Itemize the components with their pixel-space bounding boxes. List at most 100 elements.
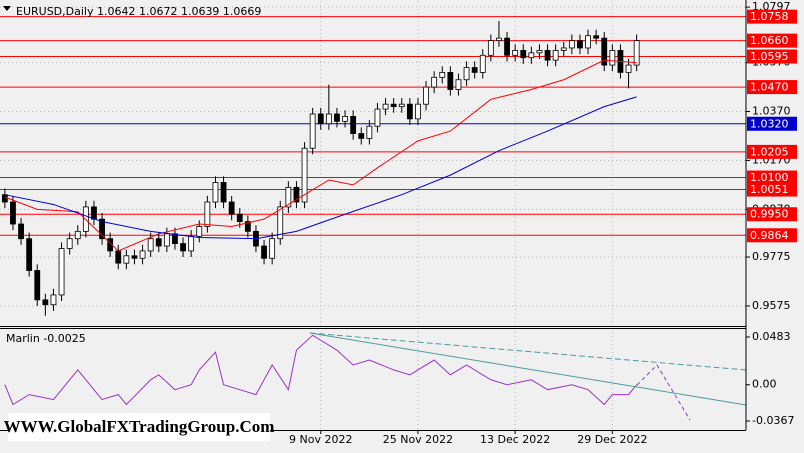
candle-body	[163, 233, 170, 247]
level-label: 1.0051	[750, 183, 789, 196]
candle-body	[601, 37, 608, 66]
level-label: 1.0100	[750, 171, 789, 184]
y-tick-label: -0.0367	[752, 414, 794, 427]
candle-body	[66, 238, 73, 249]
candle-body	[212, 182, 219, 203]
candle-body	[99, 218, 105, 240]
candle-body	[1, 194, 8, 203]
level-label: 1.0595	[750, 50, 789, 63]
candle-body	[123, 255, 130, 264]
x-tick-label: 9 Nov 2022	[289, 433, 352, 446]
candle-body	[244, 221, 251, 232]
candle-body	[536, 49, 543, 54]
candle-body	[42, 299, 49, 306]
candle-body	[50, 294, 57, 306]
candle-body	[585, 35, 591, 49]
candle-body	[358, 133, 365, 139]
candle-body	[609, 49, 616, 66]
level-label-box	[747, 116, 797, 131]
candle-body	[496, 37, 502, 42]
candle-body	[471, 67, 478, 73]
candle-body	[309, 113, 316, 149]
level-label-box	[747, 228, 797, 243]
candle-body	[188, 235, 195, 252]
watermark: WWW.GlobalFXTradingGroup.Com	[4, 417, 275, 436]
indicator-title: Marlin -0.0025	[6, 332, 86, 345]
candle-body	[431, 76, 438, 88]
candle-body	[423, 86, 429, 105]
candle-body	[155, 238, 162, 247]
level-label: 1.0320	[750, 117, 789, 130]
candle-body	[350, 116, 357, 134]
candle-body	[382, 103, 389, 110]
level-label-box	[747, 33, 797, 48]
candle-body	[520, 49, 527, 59]
candle-body	[277, 206, 284, 240]
level-label-box	[747, 170, 797, 185]
candle-body	[204, 201, 211, 227]
candle-body	[220, 182, 227, 203]
candle-body	[439, 72, 446, 78]
level-label: 0.9864	[750, 229, 789, 242]
candle-body	[455, 79, 462, 90]
candle-body	[487, 40, 494, 56]
candle-body	[577, 40, 583, 49]
watermark-box	[8, 413, 270, 441]
candle-body	[301, 147, 308, 203]
candle-body	[479, 54, 486, 73]
candle-body	[504, 37, 510, 56]
candle-body	[196, 226, 203, 237]
level-label: 0.9950	[750, 208, 789, 221]
marks	[1, 21, 640, 406]
candle-body	[147, 238, 154, 252]
candle-body	[139, 250, 146, 259]
y-tick-label: 0.00	[752, 378, 777, 391]
candle-body	[374, 108, 381, 127]
trend-line	[309, 332, 747, 406]
candle-body	[544, 49, 551, 61]
forecast-line	[636, 364, 691, 421]
level-label-box	[747, 207, 797, 222]
level-label: 1.0660	[750, 34, 789, 47]
candle-body	[593, 35, 600, 39]
candle-body	[633, 40, 640, 66]
moving-average	[4, 96, 637, 240]
candle-body	[228, 201, 235, 215]
candle-body	[528, 52, 535, 59]
candle-body	[91, 206, 97, 220]
candle-body	[293, 186, 300, 203]
candle-body	[285, 186, 292, 208]
candle-body	[342, 116, 348, 122]
candle-body	[552, 49, 559, 61]
candle-body	[447, 72, 454, 90]
candle-body	[261, 245, 267, 259]
candle-body	[131, 255, 138, 259]
level-label: 1.0470	[750, 81, 789, 94]
candle-body	[560, 47, 567, 51]
level-label-box	[747, 182, 797, 197]
chart-title: EURUSD,Daily 1.0642 1.0672 1.0639 1.0669	[16, 5, 261, 18]
level-label: 1.0758	[750, 10, 789, 23]
candle-body	[74, 230, 81, 240]
y-tick-label: 0.9575	[752, 299, 791, 312]
candle-body	[180, 243, 186, 252]
level-label-box	[747, 9, 797, 24]
candle-body	[325, 113, 332, 125]
candle-body	[512, 49, 519, 56]
candle-body	[236, 213, 243, 222]
candle-body	[568, 40, 575, 49]
candle-body	[406, 103, 413, 120]
indicator-line	[4, 334, 638, 406]
candle-body	[34, 270, 41, 301]
candle-body	[390, 103, 397, 108]
candle-body	[625, 64, 632, 73]
trend-line-dashed	[309, 332, 747, 371]
candle-body	[172, 233, 178, 244]
candle-body	[269, 238, 276, 259]
menu-triangle	[3, 6, 11, 11]
candle-body	[463, 67, 470, 81]
level-label: 1.0205	[750, 145, 789, 158]
x-tick-label: 13 Dec 2022	[480, 433, 550, 446]
candle-body	[18, 223, 24, 240]
